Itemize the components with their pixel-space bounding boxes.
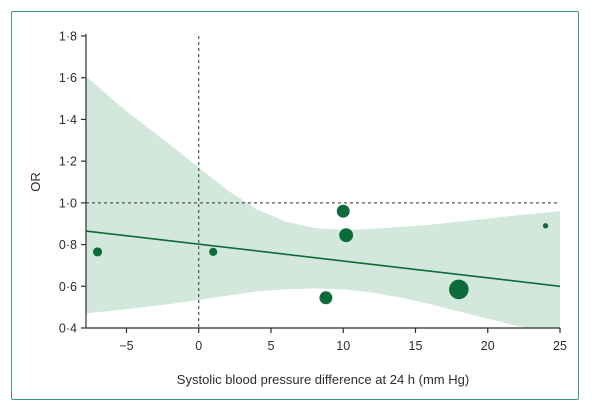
data-point [336,204,350,218]
x-tick-label: 0 [195,339,202,353]
y-tick-label: 1·0 [59,196,77,210]
x-axis-title: Systolic blood pressure difference at 24… [177,372,469,387]
y-tick-label: 0·4 [59,322,77,336]
regression-line-layer [86,230,560,288]
confidence-band [86,76,560,328]
y-tick-label: 1·2 [59,155,77,169]
data-point [542,223,549,229]
tick-labels-layer: 0·4 0·6 0·8 1·0 1·2 1·4 1·6 1·8 −5 0 5 10 15 20 25 [59,30,567,354]
axes-layer [81,34,561,333]
confidence-band-layer [86,76,560,328]
regression-line [86,230,560,288]
y-axis-title: OR [28,172,43,192]
reference-lines-layer [86,36,560,328]
data-point [209,247,218,256]
y-tick-label: 1·8 [59,30,77,44]
x-tick-label: 25 [553,339,567,353]
x-tick-label: −5 [119,339,133,353]
y-tick-label: 0·8 [59,238,77,252]
x-tick-label: 15 [409,339,423,353]
y-tick-label: 1·4 [59,113,77,127]
data-points-layer [93,204,549,305]
x-tick-label: 10 [336,339,350,353]
data-point [449,279,469,300]
data-point [93,247,103,257]
y-tick-label: 1·6 [59,71,77,85]
x-tick-label: 5 [267,339,274,353]
data-point [319,291,333,305]
y-tick-label: 0·6 [59,280,77,294]
data-point [339,228,354,243]
x-tick-label: 20 [481,339,495,353]
